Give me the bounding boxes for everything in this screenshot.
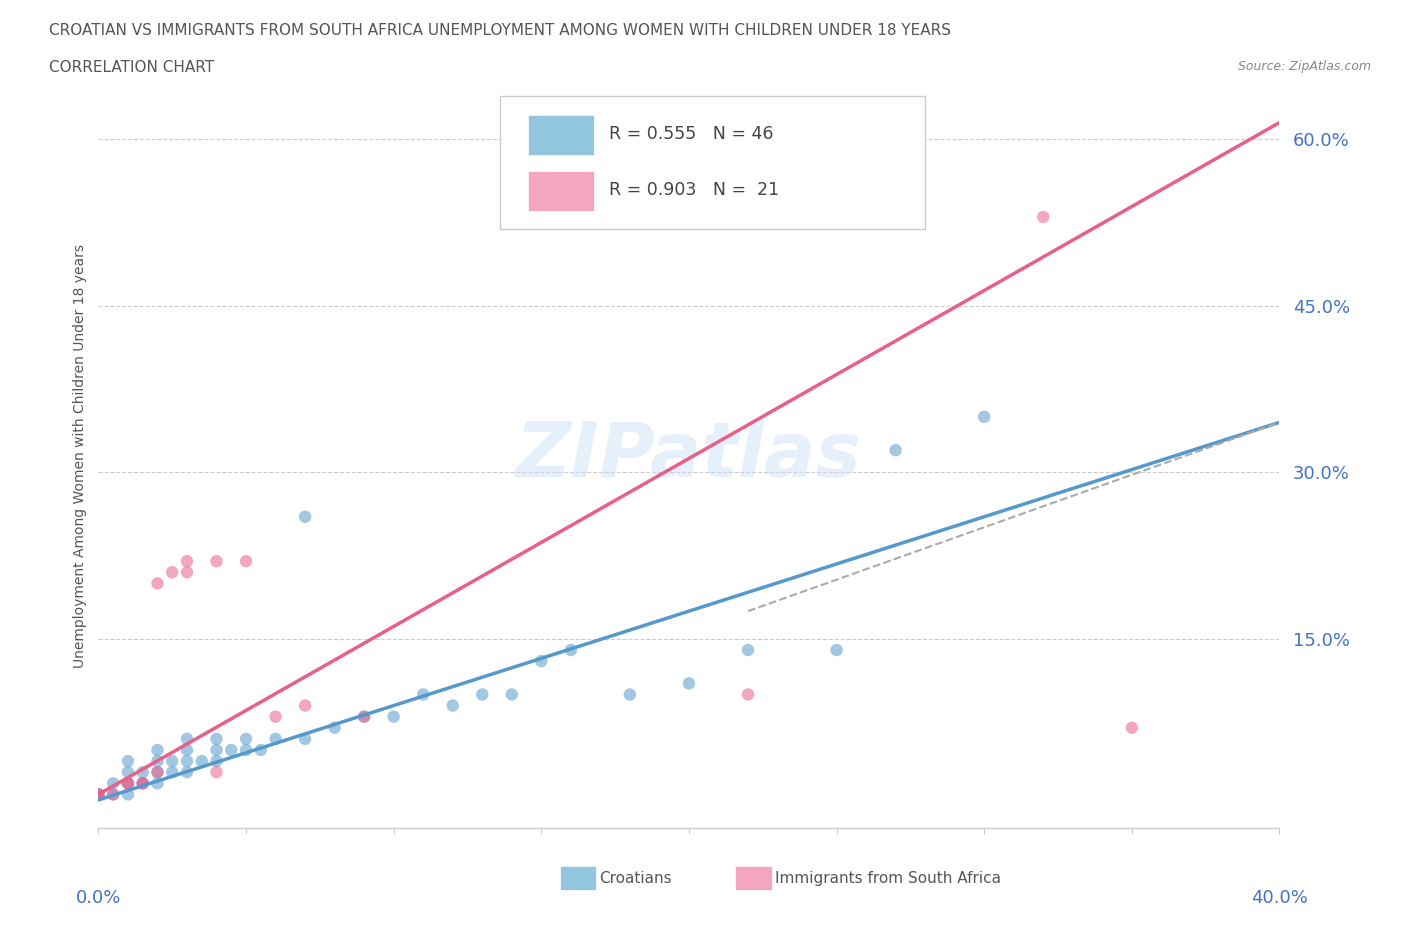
Point bbox=[162, 753, 183, 768]
Point bbox=[117, 776, 139, 790]
Point bbox=[501, 687, 523, 702]
Point bbox=[382, 710, 405, 724]
Point bbox=[176, 742, 198, 757]
Point bbox=[1032, 209, 1054, 224]
Text: R = 0.903   N =  21: R = 0.903 N = 21 bbox=[609, 181, 779, 199]
Text: 0.0%: 0.0% bbox=[76, 889, 121, 907]
Point bbox=[235, 553, 257, 568]
Point bbox=[103, 787, 125, 802]
Point bbox=[87, 787, 110, 802]
Point bbox=[235, 731, 257, 746]
Point bbox=[132, 764, 155, 779]
Point bbox=[162, 565, 183, 579]
Point bbox=[737, 687, 759, 702]
Text: ZIPatlas: ZIPatlas bbox=[516, 418, 862, 493]
Point bbox=[530, 654, 553, 669]
Point bbox=[176, 753, 198, 768]
Point bbox=[1121, 721, 1143, 736]
Point bbox=[176, 764, 198, 779]
Point bbox=[146, 753, 169, 768]
Point bbox=[117, 776, 139, 790]
Point bbox=[294, 510, 316, 525]
Point bbox=[205, 764, 228, 779]
Text: 40.0%: 40.0% bbox=[1251, 889, 1308, 907]
Text: Source: ZipAtlas.com: Source: ZipAtlas.com bbox=[1237, 60, 1371, 73]
Point bbox=[353, 710, 375, 724]
Point bbox=[973, 409, 995, 424]
Point bbox=[146, 776, 169, 790]
Point bbox=[87, 787, 110, 802]
Point bbox=[412, 687, 434, 702]
Y-axis label: Unemployment Among Women with Children Under 18 years: Unemployment Among Women with Children U… bbox=[73, 244, 87, 668]
Text: CORRELATION CHART: CORRELATION CHART bbox=[49, 60, 214, 75]
Point bbox=[323, 721, 346, 736]
Point bbox=[884, 443, 907, 458]
Point bbox=[146, 742, 169, 757]
Point bbox=[117, 753, 139, 768]
Point bbox=[471, 687, 494, 702]
Point bbox=[87, 787, 110, 802]
Point bbox=[176, 553, 198, 568]
Point bbox=[117, 776, 139, 790]
FancyBboxPatch shape bbox=[501, 97, 925, 229]
Text: Immigrants from South Africa: Immigrants from South Africa bbox=[775, 871, 1001, 886]
Text: R = 0.555   N = 46: R = 0.555 N = 46 bbox=[609, 126, 773, 143]
Point bbox=[146, 576, 169, 591]
Point bbox=[441, 698, 464, 713]
Point bbox=[294, 698, 316, 713]
Point bbox=[205, 553, 228, 568]
Point bbox=[117, 787, 139, 802]
Point bbox=[205, 731, 228, 746]
Point bbox=[132, 776, 155, 790]
Point bbox=[205, 742, 228, 757]
Point bbox=[132, 776, 155, 790]
Point bbox=[264, 710, 287, 724]
FancyBboxPatch shape bbox=[529, 115, 595, 155]
Point bbox=[117, 764, 139, 779]
Point bbox=[205, 753, 228, 768]
Point bbox=[162, 764, 183, 779]
FancyBboxPatch shape bbox=[529, 171, 595, 211]
Point bbox=[191, 753, 214, 768]
Point bbox=[146, 764, 169, 779]
Point bbox=[146, 764, 169, 779]
Text: CROATIAN VS IMMIGRANTS FROM SOUTH AFRICA UNEMPLOYMENT AMONG WOMEN WITH CHILDREN : CROATIAN VS IMMIGRANTS FROM SOUTH AFRICA… bbox=[49, 23, 952, 38]
Point bbox=[353, 710, 375, 724]
Point bbox=[176, 565, 198, 579]
Point bbox=[737, 643, 759, 658]
Point bbox=[87, 787, 110, 802]
Point bbox=[678, 676, 700, 691]
Point bbox=[219, 742, 242, 757]
Point bbox=[235, 742, 257, 757]
Point bbox=[250, 742, 273, 757]
Point bbox=[294, 731, 316, 746]
Text: Croatians: Croatians bbox=[599, 871, 672, 886]
Point bbox=[132, 776, 155, 790]
Point bbox=[103, 787, 125, 802]
Point bbox=[264, 731, 287, 746]
Point bbox=[560, 643, 582, 658]
Point bbox=[176, 731, 198, 746]
Point bbox=[103, 776, 125, 790]
Point bbox=[825, 643, 848, 658]
Point bbox=[619, 687, 641, 702]
